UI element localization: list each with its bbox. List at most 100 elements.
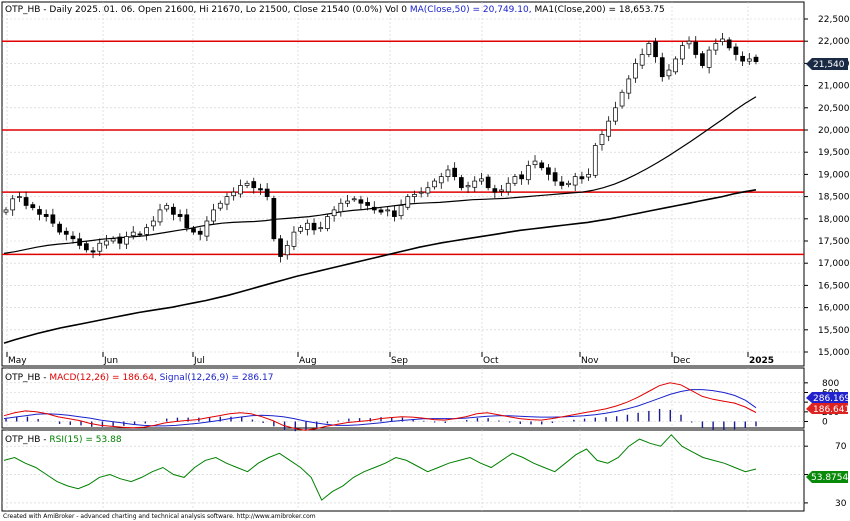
candle-body (472, 180, 478, 188)
candle-body (191, 228, 196, 233)
rsi-grid (2, 430, 804, 511)
candle-body (673, 58, 678, 73)
rsi-panel (1, 429, 805, 512)
candle-body (546, 167, 551, 175)
price-header: OTP_HB - Daily 2025. 01. 06. Open 21600,… (5, 5, 665, 15)
rsi-line (3, 434, 757, 501)
candle-body (733, 46, 739, 55)
svg-text:286.169: 286.169 (813, 394, 850, 404)
candle-body (291, 231, 297, 247)
macd-tick-label: 0 (822, 418, 828, 428)
candle-body (653, 41, 658, 58)
candle-body (438, 176, 444, 184)
candle-body (244, 182, 250, 186)
candle-body (211, 209, 216, 222)
candle-body (104, 240, 109, 246)
month-label: Nov (581, 356, 599, 366)
macd-lines (3, 382, 757, 431)
price-tick-label: 20,000 (818, 126, 850, 136)
candle-body (217, 202, 223, 209)
candle-body (63, 230, 69, 235)
candle-body (23, 197, 29, 206)
price-tick-label: 20,500 (818, 104, 850, 114)
rsi-path (3, 434, 757, 501)
candle-body (740, 55, 745, 62)
ma50-line (3, 96, 757, 254)
candle-body (238, 185, 243, 195)
candle-body (392, 210, 397, 217)
candle-body (97, 242, 103, 252)
candle-body (117, 236, 123, 244)
candle-body (686, 40, 692, 45)
candle-body (606, 120, 612, 137)
candle-body (10, 198, 16, 211)
month-axis: May Jun Jul Aug Sep Oct Nov Dec 2025 (6, 352, 774, 366)
candle-body (144, 227, 149, 235)
candle-body (613, 107, 618, 122)
candle-body (485, 176, 491, 189)
svg-text:21,540: 21,540 (813, 60, 845, 70)
candle-body (358, 199, 364, 204)
rsi-tick-label: 70 (835, 442, 847, 452)
month-label: Sep (391, 356, 408, 366)
candle-body (331, 209, 337, 217)
candle-body (713, 43, 719, 51)
signal-path (3, 389, 757, 427)
candle-body (284, 245, 290, 256)
candle-body (311, 222, 317, 231)
price-panel (1, 1, 805, 367)
candle-body (271, 198, 277, 240)
macd-path (3, 382, 757, 431)
candle-body (666, 69, 672, 77)
candle-body (592, 145, 598, 176)
candle-body (124, 236, 129, 245)
month-label: Dec (673, 356, 690, 366)
candle-body (512, 176, 518, 184)
candle-body (378, 209, 384, 213)
candle-body (164, 205, 170, 210)
candle-body (700, 53, 705, 66)
month-label: Jun (103, 356, 118, 366)
candle-body (184, 214, 190, 229)
month-label: Oct (483, 356, 499, 366)
candle-body (17, 196, 22, 198)
price-tick-label: 18,500 (818, 193, 850, 203)
candle-body (84, 243, 89, 251)
candle-body (137, 233, 143, 236)
candle-body (224, 196, 230, 205)
candle-body (626, 78, 632, 94)
price-tick-label: 15,500 (818, 326, 850, 336)
candle-body (566, 182, 571, 185)
candle-body (679, 45, 685, 60)
month-label: Jul (193, 356, 205, 366)
ma200-path (3, 189, 757, 344)
candle-body (3, 209, 9, 213)
candle-body (720, 38, 725, 42)
candle-body (251, 181, 257, 189)
candle-body (351, 198, 357, 201)
candle-body (57, 223, 62, 233)
candle-body (505, 182, 511, 193)
candle-body (264, 188, 270, 197)
candle-body (298, 227, 303, 232)
signal-value-tag: 186.641 (806, 403, 850, 415)
candle-body (532, 160, 538, 165)
candle-body (258, 188, 263, 191)
candle-body (231, 191, 237, 197)
price-tick-label: 17,500 (818, 237, 850, 247)
candle-body (398, 205, 404, 217)
candle-body (405, 196, 411, 208)
month-label: 2025 (749, 356, 774, 366)
macd-header: OTP_HB - MACD(12,26) = 186.64, Signal(12… (5, 373, 273, 383)
candle-body (318, 227, 324, 230)
candle-body (539, 162, 545, 169)
candle-body (204, 220, 210, 237)
candle-body (70, 235, 76, 240)
candle-body (726, 39, 732, 49)
candle-body (492, 188, 498, 193)
candle-body (345, 200, 350, 204)
candle-body (418, 191, 424, 194)
svg-text:186.641: 186.641 (813, 405, 850, 415)
candle-body (412, 194, 417, 197)
candle-body (37, 209, 42, 215)
